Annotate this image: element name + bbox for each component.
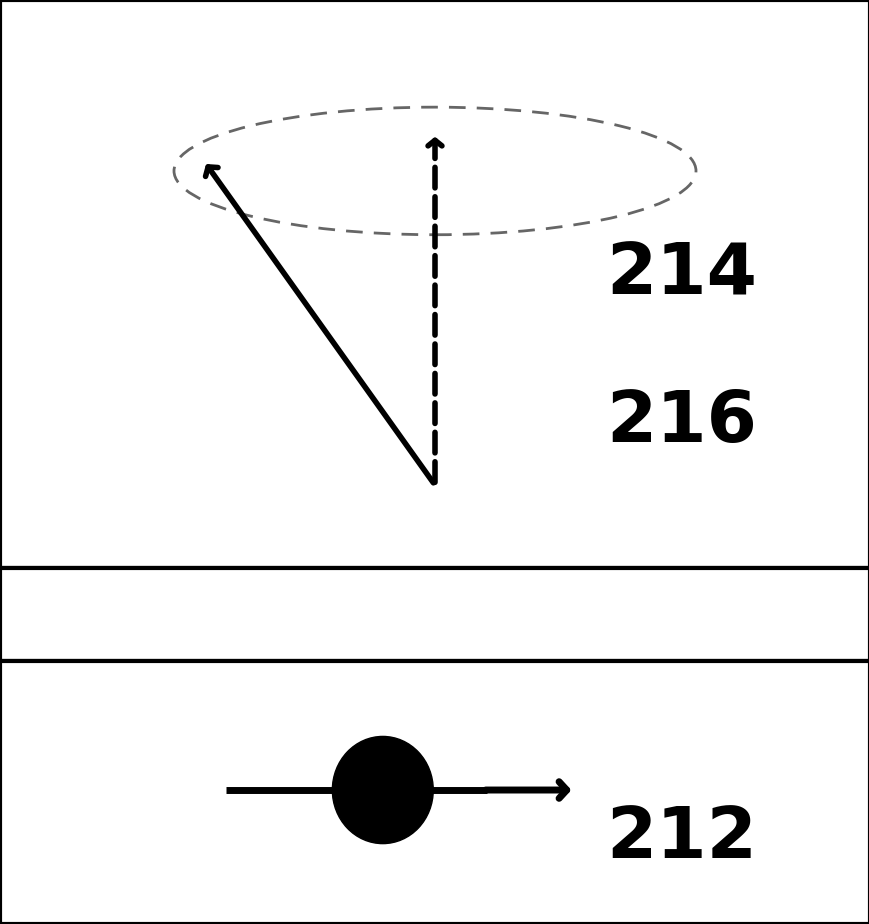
Circle shape bbox=[332, 736, 433, 844]
Bar bbox=[0, 568, 869, 661]
Text: 212: 212 bbox=[606, 804, 756, 873]
Text: 214: 214 bbox=[605, 240, 756, 310]
Text: 216: 216 bbox=[606, 388, 756, 457]
Bar bbox=[0, 661, 869, 924]
Bar bbox=[0, 0, 869, 568]
